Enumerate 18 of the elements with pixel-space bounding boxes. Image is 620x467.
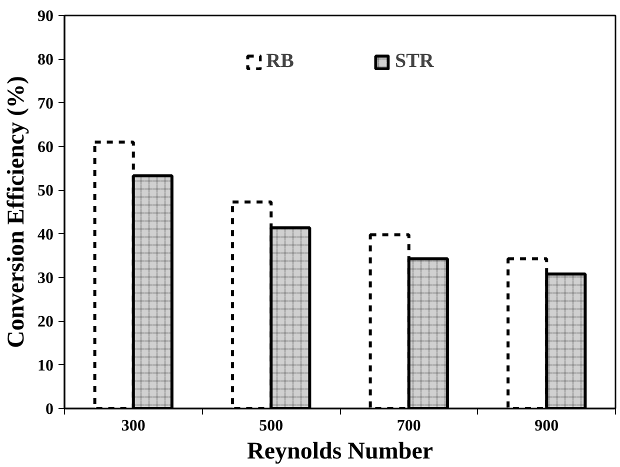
x-axis-title: Reynolds Number	[246, 438, 434, 464]
y-tick-label: 80	[38, 52, 54, 69]
y-tick-label: 60	[38, 139, 54, 156]
x-tick-label: 300	[121, 418, 146, 434]
y-tick-label: 20	[38, 314, 54, 331]
y-tick-label: 10	[38, 357, 54, 374]
y-tick-label: 30	[38, 270, 54, 287]
x-tick-label: 700	[396, 418, 421, 434]
y-axis-title: Conversion Efficiency (%)	[4, 76, 30, 348]
x-tick-label: 500	[259, 418, 284, 434]
y-tick-label: 40	[38, 226, 54, 244]
y-tick-label: 50	[38, 182, 54, 200]
legend-label: RB	[266, 50, 294, 73]
y-tick-label: 90	[38, 8, 54, 25]
legend-label: STR	[394, 50, 434, 73]
x-tick-label: 900	[534, 418, 559, 434]
y-tick-label: 70	[38, 95, 54, 112]
y-tick-label: 0	[46, 401, 54, 418]
